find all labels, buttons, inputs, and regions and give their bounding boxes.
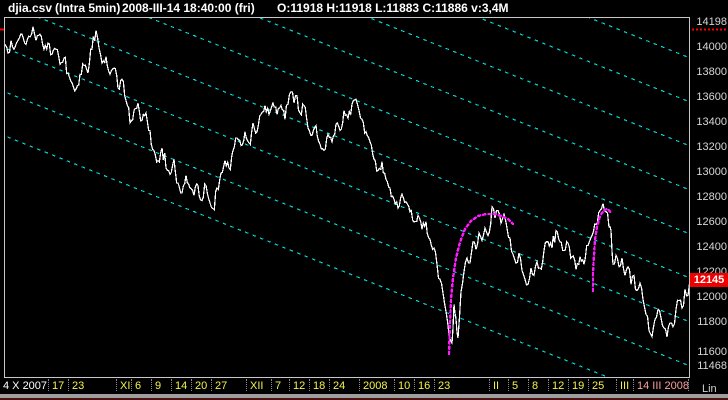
x-tick-label: 2008 bbox=[363, 380, 388, 392]
price-tag: 12145 bbox=[690, 273, 728, 287]
tick-separator bbox=[116, 379, 117, 391]
x-tick-label: 6 bbox=[135, 380, 142, 392]
price-series bbox=[4, 26, 690, 345]
x-tick-label: 19 bbox=[572, 380, 585, 392]
channel-line bbox=[367, 17, 690, 147]
y-axis-label: 13800 bbox=[696, 66, 727, 78]
y-axis-label: 13200 bbox=[696, 141, 727, 153]
horizontal-scrollbar[interactable] bbox=[0, 394, 728, 398]
x-tick-label: 8 bbox=[532, 380, 539, 392]
y-axis-label: 14198 bbox=[696, 16, 727, 28]
x-tick-label: 25 bbox=[592, 380, 605, 392]
y-axis-label: 13000 bbox=[696, 166, 727, 178]
y-axis-label: 13400 bbox=[696, 116, 727, 128]
parabolic-overlay-1 bbox=[447, 212, 515, 356]
tick-separator bbox=[414, 379, 415, 391]
window-edge bbox=[0, 398, 728, 400]
channel-line bbox=[4, 47, 690, 323]
tick-separator bbox=[633, 379, 634, 391]
tick-separator bbox=[329, 379, 330, 391]
tick-separator bbox=[508, 379, 509, 391]
chart-frame bbox=[4, 17, 690, 378]
y-axis-label: 12400 bbox=[696, 241, 727, 253]
tick-separator bbox=[68, 379, 69, 391]
x-tick-label: 12 bbox=[293, 380, 306, 392]
channel-line bbox=[4, 135, 611, 378]
x-tick-label: 9 bbox=[155, 380, 162, 392]
tick-separator bbox=[489, 379, 490, 391]
interval-label: (Intra 5min) bbox=[55, 1, 121, 15]
y-axis-label: 12200 bbox=[696, 266, 727, 278]
tick-separator bbox=[568, 379, 569, 391]
y-axis-label: 11800 bbox=[697, 316, 727, 328]
x-tick-label: 5 bbox=[512, 380, 519, 392]
tick-separator bbox=[588, 379, 589, 391]
x-tick-label: II bbox=[493, 380, 500, 392]
x-tick-label: 4 X 2007 bbox=[3, 380, 48, 392]
tick-separator bbox=[171, 379, 172, 391]
x-tick-label: III bbox=[620, 380, 630, 392]
channel-line bbox=[37, 17, 690, 279]
tick-separator bbox=[151, 379, 152, 391]
x-tick-label: 27 bbox=[215, 380, 228, 392]
channel-line bbox=[587, 17, 690, 59]
x-tick-label: 14 III 2008 bbox=[637, 380, 689, 392]
title-bar: djia.csv (Intra 5min) 2008-III-14 18:40:… bbox=[0, 0, 728, 16]
x-tick-label: 17 bbox=[52, 380, 65, 392]
y-axis-label: 12000 bbox=[696, 291, 727, 303]
parabolic-overlay-2 bbox=[591, 207, 613, 293]
y-axis-label: 12800 bbox=[696, 191, 727, 203]
x-tick-label: 18 bbox=[313, 380, 326, 392]
ohlcv-label: O:11918 H:11918 L:11883 C:11886 v:3,4M bbox=[277, 1, 509, 15]
tick-separator bbox=[309, 379, 310, 391]
x-tick-label: 23 bbox=[438, 380, 451, 392]
y-axis-label: 13600 bbox=[696, 91, 727, 103]
tick-separator bbox=[359, 379, 360, 391]
tick-separator bbox=[246, 379, 247, 391]
x-tick-label: 10 bbox=[398, 380, 411, 392]
x-tick-label: 16 bbox=[418, 380, 431, 392]
x-tick-label: 7 bbox=[275, 380, 282, 392]
tick-separator bbox=[616, 379, 617, 391]
tick-separator bbox=[688, 379, 689, 391]
x-tick-label: 12 bbox=[552, 380, 565, 392]
y-axis-label: 11600 bbox=[697, 346, 727, 358]
datetime-label: 2008-III-14 18:40:00 (fri) bbox=[122, 1, 255, 15]
x-tick-label: 23 bbox=[72, 380, 85, 392]
channel-line bbox=[477, 17, 690, 103]
tick-separator bbox=[211, 379, 212, 391]
x-tick-label: XII bbox=[250, 380, 264, 392]
x-tick-label: 24 bbox=[333, 380, 346, 392]
y-axis-label: 14000 bbox=[696, 41, 727, 53]
channel-line bbox=[147, 17, 690, 235]
x-tick-label: 20 bbox=[195, 380, 208, 392]
file-name-label: djia.csv bbox=[8, 1, 53, 15]
x-tick-label: XI bbox=[120, 380, 131, 392]
tick-separator bbox=[271, 379, 272, 391]
y-axis-label: 11468 bbox=[697, 360, 727, 372]
tick-separator bbox=[48, 379, 49, 391]
tick-separator bbox=[548, 379, 549, 391]
y-axis-label: 12600 bbox=[696, 216, 727, 228]
channel-line bbox=[257, 17, 690, 191]
tick-separator bbox=[434, 379, 435, 391]
tick-separator bbox=[289, 379, 290, 391]
tick-separator bbox=[191, 379, 192, 391]
tick-separator bbox=[528, 379, 529, 391]
x-tick-label: 14 bbox=[175, 380, 188, 392]
tick-separator bbox=[131, 379, 132, 391]
channel-line bbox=[4, 91, 690, 367]
tick-separator bbox=[394, 379, 395, 391]
scale-label-lin: Lin bbox=[702, 383, 717, 395]
